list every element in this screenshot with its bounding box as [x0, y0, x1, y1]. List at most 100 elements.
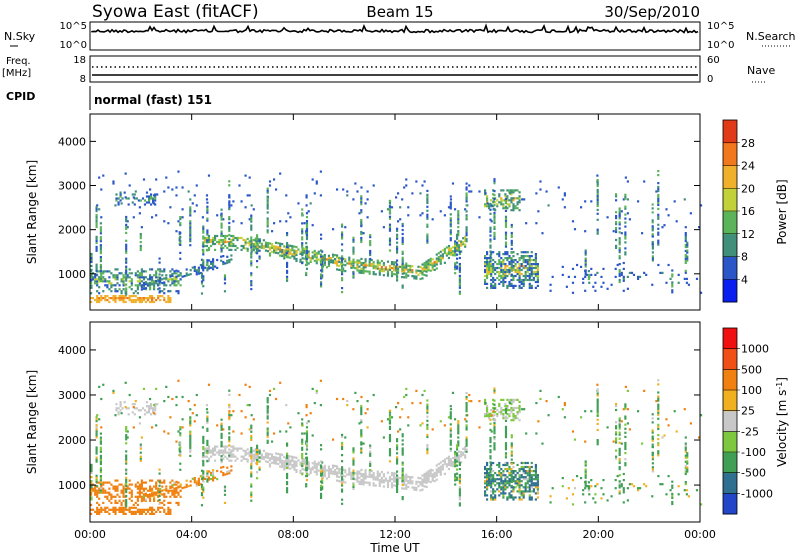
power-cell	[175, 278, 178, 281]
power-cell	[90, 284, 93, 287]
power-cell	[140, 274, 143, 277]
velocity-cell	[154, 407, 157, 410]
velocity-cell	[342, 397, 345, 401]
velocity-cell	[437, 467, 440, 470]
power-cell	[157, 288, 160, 291]
velocity-cell	[523, 408, 526, 411]
power-cell	[212, 262, 215, 265]
power-cell	[317, 250, 320, 253]
power-cell	[207, 234, 211, 238]
power-cell	[334, 262, 337, 265]
velocity-cell	[189, 446, 192, 449]
power-cell	[277, 248, 280, 251]
velocity-cell	[120, 491, 123, 494]
power-cell	[504, 270, 507, 274]
power-cell	[657, 227, 660, 230]
velocity-cell	[368, 481, 371, 484]
power-cell	[496, 199, 499, 202]
power-cell	[454, 240, 457, 243]
velocity-cell	[327, 473, 331, 476]
colorbar-tick-label: 12	[741, 228, 755, 241]
velocity-cell	[618, 441, 621, 444]
velocity-cell	[489, 449, 492, 452]
power-cell	[427, 265, 430, 268]
power-cell	[426, 233, 429, 236]
power-cell	[508, 280, 511, 284]
power-cell	[323, 257, 326, 261]
velocity-cell	[508, 409, 511, 412]
velocity-cell	[200, 477, 204, 480]
velocity-cell	[610, 495, 613, 498]
velocity-cell	[396, 490, 399, 493]
velocity-cell	[618, 492, 621, 495]
velocity-cell	[526, 490, 529, 493]
power-cell	[250, 242, 253, 245]
velocity-cell	[488, 480, 491, 483]
velocity-cell	[493, 432, 496, 435]
power-cell	[226, 255, 229, 258]
power-cell	[320, 261, 323, 264]
power-cell	[104, 297, 107, 300]
velocity-cell	[465, 414, 468, 417]
power-cell	[175, 186, 178, 189]
power-cell	[582, 277, 585, 280]
velocity-cell	[287, 465, 290, 468]
velocity-cell	[588, 493, 591, 496]
velocity-cell	[496, 488, 499, 491]
power-cell	[238, 236, 241, 240]
power-cell	[222, 255, 225, 258]
power-cell	[220, 218, 223, 221]
velocity-cell	[618, 419, 621, 422]
power-cell	[401, 272, 404, 275]
power-cell	[537, 210, 540, 213]
velocity-cell	[492, 461, 495, 465]
power-cell	[520, 251, 523, 254]
power-cell	[169, 270, 172, 273]
power-cell	[171, 268, 174, 271]
velocity-cell	[175, 404, 178, 407]
power-cell	[342, 267, 345, 270]
velocity-cell	[504, 427, 508, 431]
velocity-cell	[203, 455, 207, 458]
power-cell	[341, 259, 344, 262]
velocity-cell	[447, 461, 451, 464]
velocity-cell	[393, 480, 396, 483]
velocity-cell	[230, 459, 233, 462]
velocity-cell	[510, 411, 513, 414]
velocity-cell	[307, 420, 310, 423]
power-cell	[341, 287, 344, 290]
velocity-cell	[510, 398, 513, 401]
velocity-cell	[206, 452, 209, 455]
power-cell	[686, 251, 689, 254]
velocity-cell	[102, 508, 105, 511]
power-cell	[628, 218, 631, 221]
velocity-cell	[624, 405, 627, 408]
velocity-cell	[498, 474, 501, 477]
velocity-cell	[431, 469, 434, 472]
velocity-cell	[364, 481, 367, 484]
velocity-cell	[136, 499, 139, 502]
velocity-cell	[462, 451, 465, 454]
velocity-cell	[283, 466, 286, 469]
velocity-cell	[396, 470, 399, 473]
velocity-cell	[169, 508, 172, 511]
power-cell	[458, 284, 461, 287]
power-cell	[179, 218, 182, 221]
power-cell	[465, 200, 468, 203]
velocity-cell	[177, 486, 180, 489]
power-cell	[228, 229, 231, 233]
power-cell	[179, 274, 182, 277]
power-cell	[494, 201, 497, 204]
power-cell	[295, 257, 298, 261]
power-cell	[464, 237, 467, 240]
velocity-cell	[500, 472, 503, 475]
nsky-tick-high: 10^5	[60, 21, 87, 32]
velocity-cell	[651, 435, 654, 438]
power-cell	[684, 255, 687, 258]
power-cell	[189, 234, 192, 237]
velocity-cell	[94, 510, 97, 513]
velocity-cell	[240, 410, 243, 413]
power-cell	[451, 254, 455, 257]
power-cell	[520, 268, 523, 272]
